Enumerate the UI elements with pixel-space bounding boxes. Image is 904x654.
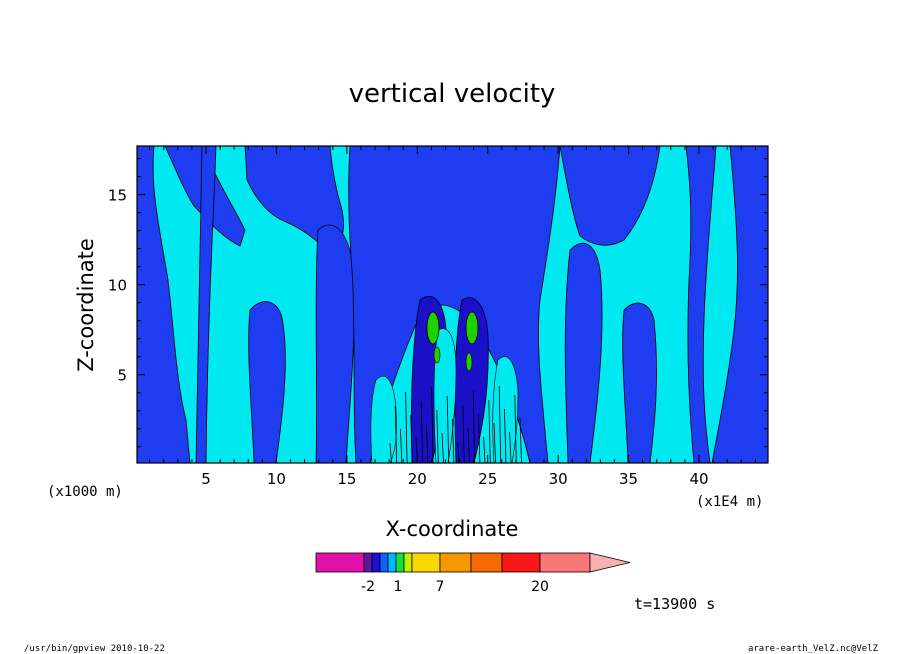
- colorbar: -2 1 7 20: [315, 552, 631, 595]
- colorbar-swatch: [470, 552, 503, 573]
- colorbar-swatch: [395, 552, 405, 573]
- colorbar-label: 7: [436, 579, 445, 595]
- y-axis-unit: (x1000 m): [47, 484, 123, 500]
- x-axis-unit: (x1E4 m): [696, 494, 763, 510]
- x-tick-label: 15: [337, 470, 356, 488]
- colorbar-swatch: [315, 552, 365, 573]
- footer-right: arare-earth_VelZ.nc@VelZ: [748, 644, 879, 654]
- colorbar-swatch: [387, 552, 397, 573]
- axis-ticks: 5 10 15 20 25 30 35 40 5 10 15: [108, 146, 768, 488]
- y-tick-label: 15: [108, 187, 127, 205]
- colorbar-swatch: [501, 552, 541, 573]
- y-tick-label: 5: [117, 367, 127, 385]
- x-tick-label: 40: [689, 470, 708, 488]
- x-tick-label: 5: [201, 470, 211, 488]
- x-tick-label: 25: [478, 470, 497, 488]
- colorbar-label: 1: [394, 579, 403, 595]
- x-axis-label: X-coordinate: [386, 517, 519, 541]
- footer-left: /usr/bin/gpview 2010-10-22: [24, 644, 165, 654]
- colorbar-swatch: [403, 552, 413, 573]
- x-tick-label: 35: [619, 470, 638, 488]
- contour-field: [136, 145, 769, 464]
- colorbar-extend-arrow: [589, 552, 631, 573]
- colorbar-swatch: [439, 552, 472, 573]
- colorbar-swatch: [379, 552, 389, 573]
- colorbar-swatch: [411, 552, 441, 573]
- colorbar-swatch: [371, 552, 381, 573]
- colorbar-label: -2: [361, 579, 375, 595]
- x-tick-label: 10: [267, 470, 286, 488]
- y-tick-label: 10: [108, 277, 127, 295]
- y-axis-label: Z-coordinate: [74, 238, 98, 372]
- colorbar-label: 20: [531, 579, 549, 595]
- colorbar-swatch: [363, 552, 373, 573]
- colorbar-swatch: [539, 552, 591, 573]
- x-tick-label: 30: [549, 470, 568, 488]
- x-tick-label: 20: [408, 470, 427, 488]
- chart-title: vertical velocity: [349, 79, 556, 109]
- plot-area: 5 10 15 20 25 30 35 40 5 10 15: [108, 145, 769, 488]
- plot-frame: [136, 145, 769, 464]
- time-label: t=13900 s: [634, 595, 715, 613]
